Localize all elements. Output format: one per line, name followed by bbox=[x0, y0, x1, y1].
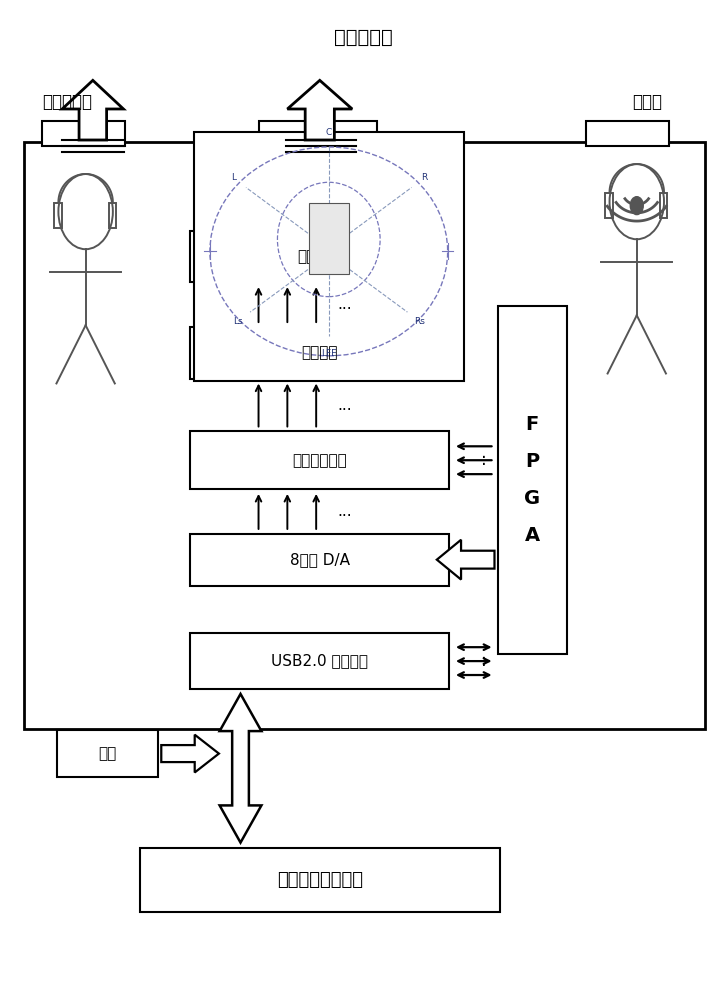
Polygon shape bbox=[437, 540, 494, 580]
Bar bbox=[190, 633, 449, 689]
Text: :: : bbox=[481, 652, 486, 670]
Bar bbox=[258, 121, 378, 146]
Text: F
P
G
A: F P G A bbox=[524, 415, 540, 545]
Text: 双通道测试: 双通道测试 bbox=[43, 93, 93, 111]
Bar bbox=[42, 121, 126, 146]
Text: ...: ... bbox=[338, 297, 352, 312]
Polygon shape bbox=[220, 694, 261, 843]
Text: 听力师: 听力师 bbox=[632, 93, 663, 111]
Bar bbox=[605, 193, 613, 218]
Polygon shape bbox=[161, 735, 219, 772]
Bar bbox=[190, 327, 449, 379]
Bar bbox=[309, 203, 348, 274]
Text: 功率放大器: 功率放大器 bbox=[297, 249, 343, 264]
Bar bbox=[194, 132, 464, 381]
Bar bbox=[190, 534, 449, 586]
Text: 滤波器组: 滤波器组 bbox=[301, 345, 338, 360]
Text: ...: ... bbox=[338, 504, 352, 519]
Bar bbox=[660, 193, 667, 218]
Bar bbox=[498, 306, 566, 654]
Polygon shape bbox=[62, 80, 123, 140]
Text: Rs: Rs bbox=[415, 317, 425, 326]
Text: L: L bbox=[231, 173, 236, 182]
Circle shape bbox=[630, 197, 643, 215]
Text: USB2.0 微控制器: USB2.0 微控制器 bbox=[272, 654, 368, 669]
Text: :: : bbox=[481, 451, 486, 469]
Bar bbox=[190, 231, 449, 282]
Text: R: R bbox=[421, 173, 427, 182]
Text: 全方位测试: 全方位测试 bbox=[334, 28, 392, 47]
Bar bbox=[139, 848, 500, 912]
Text: 电脑用户界面系统: 电脑用户界面系统 bbox=[277, 871, 363, 889]
Bar bbox=[587, 121, 669, 146]
Bar bbox=[57, 730, 158, 777]
Polygon shape bbox=[287, 80, 352, 140]
Bar bbox=[109, 203, 116, 228]
Text: 8通道 D/A: 8通道 D/A bbox=[290, 552, 350, 567]
Bar bbox=[25, 142, 705, 729]
Text: C: C bbox=[326, 128, 332, 137]
Text: ...: ... bbox=[338, 398, 352, 413]
Text: 数字衰减器组: 数字衰减器组 bbox=[293, 453, 347, 468]
Text: LFE: LFE bbox=[321, 349, 337, 358]
Text: 驱动: 驱动 bbox=[98, 746, 116, 761]
Text: Ls: Ls bbox=[233, 317, 242, 326]
Bar bbox=[54, 203, 62, 228]
Bar bbox=[190, 431, 449, 489]
